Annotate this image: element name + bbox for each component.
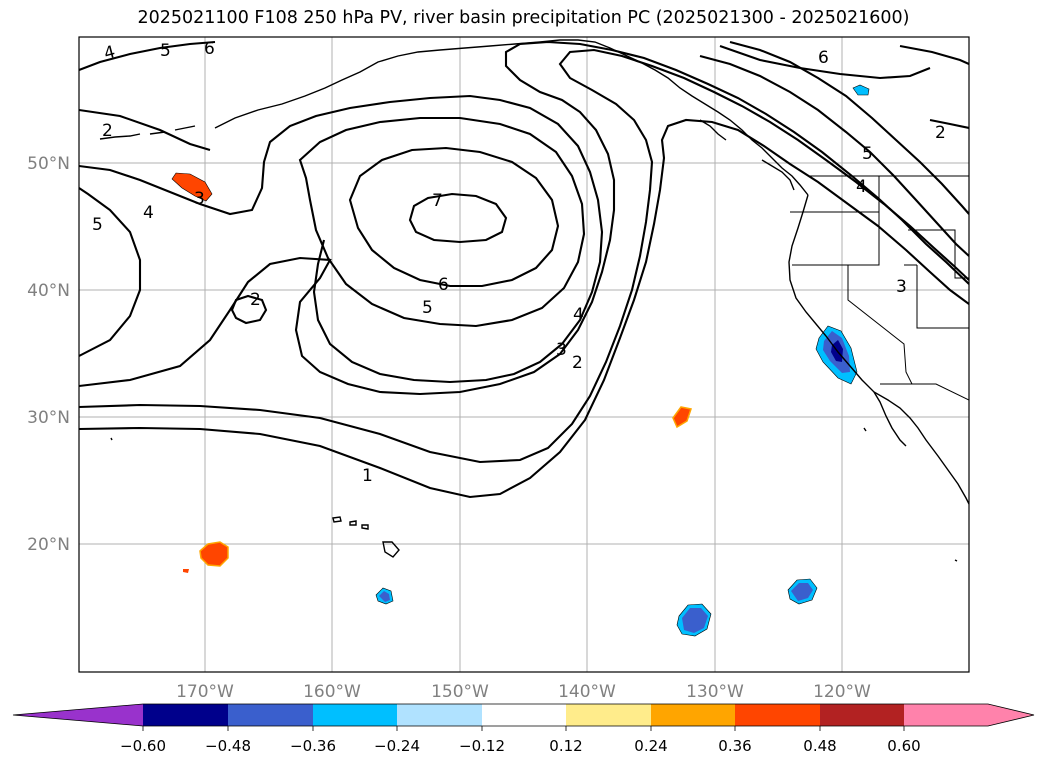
contour-label: 1 — [362, 466, 373, 486]
contour-label: 4 — [573, 305, 584, 325]
colorbar-bin — [143, 704, 228, 726]
colorbar-tick-label: −0.60 — [120, 737, 166, 755]
lat-label: 40°N — [27, 281, 70, 301]
contour-label: 4 — [102, 42, 118, 64]
colorbar-bin — [651, 704, 735, 726]
contour-label: 3 — [896, 277, 907, 297]
lon-label: 170°W — [176, 682, 234, 702]
longitude-labels: 170°W 160°W 150°W 140°W 130°W 120°W — [176, 682, 871, 702]
precip-shading — [171, 84, 870, 637]
contour-label: 5 — [160, 41, 171, 61]
colorbar-bin — [482, 704, 566, 726]
contour-label: 2 — [572, 353, 583, 373]
pv-contours — [79, 40, 969, 499]
colorbar-bin — [735, 704, 820, 726]
lon-label: 150°W — [431, 682, 489, 702]
lon-label: 140°W — [558, 682, 616, 702]
contour-label: 4 — [856, 177, 867, 197]
contour-label: 6 — [438, 275, 449, 295]
lon-label: 130°W — [686, 682, 744, 702]
colorbar-bin — [313, 704, 397, 726]
contour-label: 4 — [143, 203, 154, 223]
contour-label: 6 — [204, 39, 215, 59]
colorbar-extend-low — [13, 704, 143, 726]
contour-label: 7 — [432, 191, 443, 211]
lon-label: 160°W — [303, 682, 361, 702]
colorbar-tick-label: −0.24 — [374, 737, 420, 755]
state-borders — [790, 175, 969, 401]
contour-label: 6 — [818, 48, 829, 68]
colorbar: −0.60 −0.48 −0.36 −0.24 −0.12 0.12 0.24 … — [12, 703, 1035, 755]
colorbar-bin — [566, 704, 651, 726]
coastlines — [99, 39, 969, 562]
map-border — [78, 36, 970, 673]
lat-label: 50°N — [27, 154, 70, 174]
chart-title: 2025021100 F108 250 hPa PV, river basin … — [137, 8, 910, 28]
colorbar-extend-high — [904, 704, 1034, 726]
contour-label: 2 — [102, 121, 113, 141]
colorbar-tick-label: 0.48 — [803, 737, 836, 755]
colorbar-tick-label: 0.12 — [549, 737, 582, 755]
colorbar-tick-label: 0.24 — [634, 737, 667, 755]
colorbar-bin — [228, 704, 313, 726]
contour-label: 3 — [556, 340, 567, 360]
colorbar-bin — [397, 704, 482, 726]
colorbar-tick-label: −0.48 — [205, 737, 251, 755]
contour-label: 2 — [935, 123, 946, 143]
contour-labels: 4 5 6 2 5 4 3 7 2 6 5 4 3 2 1 6 5 4 3 2 — [92, 39, 946, 486]
colorbar-bin — [820, 704, 904, 726]
colorbar-tick-label: 0.60 — [887, 737, 920, 755]
lat-label: 20°N — [27, 535, 70, 555]
contour-label: 5 — [422, 298, 433, 318]
contour-label: 3 — [194, 189, 205, 209]
latitude-labels: 50°N 40°N 30°N 20°N — [27, 154, 70, 555]
colorbar-tick-label: −0.36 — [290, 737, 336, 755]
colorbar-tick-label: −0.12 — [459, 737, 505, 755]
contour-label: 2 — [250, 290, 261, 310]
lon-label: 120°W — [813, 682, 871, 702]
contour-label: 5 — [92, 215, 103, 235]
lat-label: 30°N — [27, 408, 70, 428]
contour-label: 5 — [862, 144, 873, 164]
colorbar-tick-label: 0.36 — [718, 737, 751, 755]
